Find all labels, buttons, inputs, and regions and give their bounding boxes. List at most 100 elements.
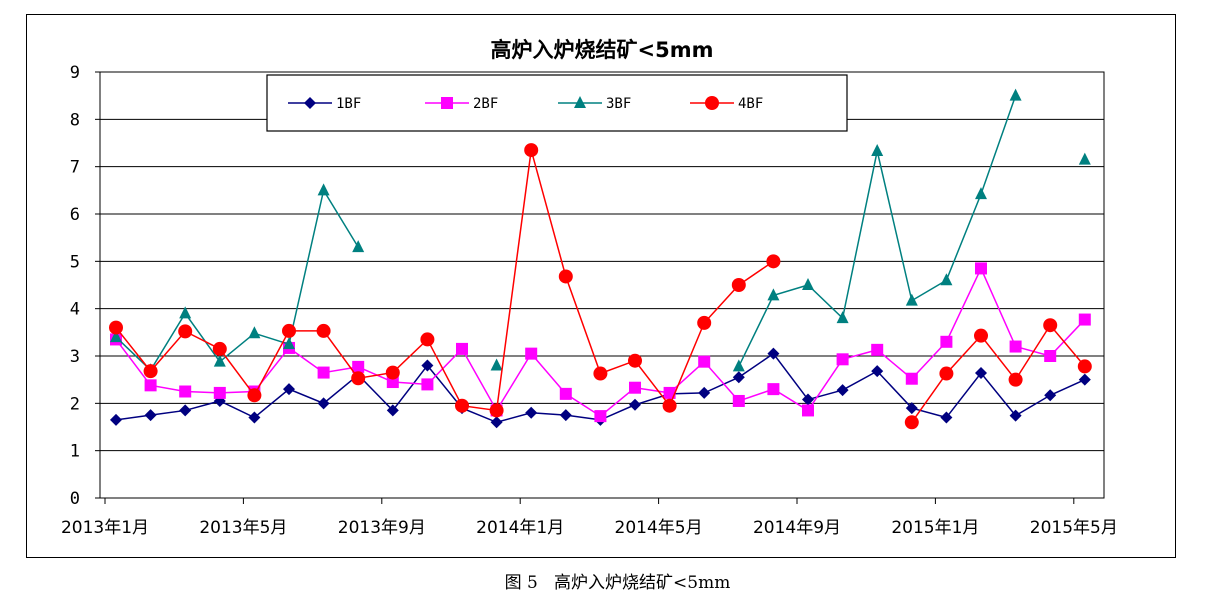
data-point-4BF	[282, 323, 296, 338]
data-point-2BF	[663, 386, 676, 399]
data-point-2BF	[421, 378, 434, 391]
data-point-4BF	[1008, 372, 1023, 387]
legend-entry-1BF: 1BF	[288, 96, 361, 112]
data-point-1BF	[698, 386, 711, 399]
data-point-1BF	[975, 367, 987, 380]
data-point-2BF	[1078, 313, 1091, 326]
data-point-2BF	[940, 335, 953, 348]
data-point-1BF	[317, 397, 330, 410]
data-point-2BF	[975, 262, 987, 275]
data-point-4BF	[593, 366, 608, 381]
data-point-2BF	[871, 343, 884, 356]
data-point-1BF	[248, 411, 261, 424]
y-tick-label: 7	[70, 158, 80, 178]
data-point-1BF	[490, 416, 503, 429]
data-point-1BF	[144, 409, 157, 422]
series-line-4BF	[911, 323, 1086, 423]
data-point-4BF	[143, 364, 158, 379]
data-point-4BF	[316, 323, 331, 338]
data-point-2BF	[144, 379, 157, 392]
data-point-4BF	[1043, 318, 1058, 333]
data-point-2BF	[213, 386, 226, 399]
x-tick-label: 2015年1月	[891, 518, 979, 538]
data-point-4BF	[524, 143, 539, 158]
y-tick-label: 8	[70, 110, 80, 130]
data-point-4BF	[628, 353, 642, 368]
y-tick-label: 3	[70, 347, 80, 367]
data-point-1BF	[1078, 373, 1091, 386]
data-point-3BF	[248, 326, 261, 339]
data-point-2BF	[525, 347, 538, 360]
data-point-3BF	[1009, 88, 1022, 101]
data-point-4BF	[212, 341, 227, 356]
data-point-4BF	[1077, 359, 1092, 374]
plot-area	[99, 71, 1105, 499]
data-point-2BF	[802, 404, 814, 417]
y-tick-label: 6	[70, 205, 80, 225]
legend-entry-2BF: 2BF	[425, 96, 498, 112]
x-tick-label: 2013年1月	[61, 518, 149, 538]
data-point-3BF	[179, 306, 192, 319]
data-point-1BF	[179, 404, 192, 417]
x-tick-label: 2014年1月	[476, 518, 564, 538]
data-point-2BF	[1044, 350, 1057, 362]
series-line-3BF	[115, 188, 359, 372]
data-point-3BF	[767, 288, 780, 301]
x-tick-label: 2015年5月	[1030, 518, 1118, 538]
legend-box	[266, 74, 848, 132]
data-point-2BF	[179, 385, 192, 398]
data-point-1BF	[802, 393, 814, 406]
y-tick-label: 5	[70, 252, 80, 272]
data-point-1BF	[421, 359, 434, 372]
data-point-1BF	[110, 413, 122, 426]
data-point-4BF	[662, 398, 677, 413]
data-point-2BF	[559, 387, 572, 400]
legend-label: 4BF	[738, 96, 763, 112]
data-point-2BF	[836, 353, 849, 366]
data-point-1BF	[732, 371, 745, 384]
data-point-3BF	[871, 144, 884, 157]
legend-label: 2BF	[473, 96, 498, 112]
data-point-3BF	[490, 358, 503, 371]
chart-frame: 0 1 2 3 4 5 6 7 8 9 2013年1月 2013年5月 2013年9月 2014年1月 20…	[26, 14, 1176, 558]
series-line-2BF	[115, 266, 1086, 418]
data-point-2BF	[732, 394, 745, 407]
data-point-4BF	[351, 371, 366, 386]
line-chart: 0 1 2 3 4 5 6 7 8 9 2013年1月 2013年5月 2013年9月 2014年1月 20…	[61, 38, 1118, 538]
data-point-1BF	[559, 409, 572, 422]
data-point-2BF	[698, 355, 711, 368]
chart-title: 高炉入炉烧结矿<5mm	[491, 38, 714, 62]
data-point-3BF	[905, 293, 918, 306]
series-4BF	[109, 143, 1092, 430]
x-tick-label: 2013年5月	[199, 518, 287, 538]
data-point-3BF	[802, 278, 814, 290]
data-point-3BF	[283, 337, 295, 350]
figure-caption: 图 5 高炉入炉烧结矿<5mm	[504, 573, 731, 593]
data-point-2BF	[352, 360, 365, 373]
data-point-3BF	[213, 354, 226, 367]
legend-marker-1BF	[304, 97, 316, 109]
series-line-4BF	[115, 149, 774, 412]
data-point-1BF	[629, 398, 641, 411]
data-point-4BF	[247, 388, 262, 403]
data-point-2BF	[767, 383, 780, 396]
data-point-1BF	[905, 402, 918, 415]
data-point-1BF	[525, 406, 538, 419]
data-point-2BF	[594, 410, 607, 423]
data-point-3BF	[317, 183, 330, 196]
data-point-4BF	[109, 320, 123, 335]
data-point-1BF	[1009, 409, 1022, 422]
data-point-3BF	[110, 330, 122, 343]
data-point-2BF	[629, 381, 641, 394]
x-tick-label: 2014年5月	[615, 518, 703, 538]
legend-marker-4BF	[705, 96, 719, 110]
legend-label: 3BF	[606, 96, 631, 112]
data-point-1BF	[386, 404, 399, 417]
y-tick-label: 0	[70, 489, 80, 509]
data-point-1BF	[871, 365, 884, 378]
data-point-2BF	[1009, 340, 1022, 353]
data-point-1BF	[836, 384, 849, 397]
data-point-4BF	[697, 315, 712, 330]
y-tick-label: 9	[70, 63, 80, 83]
data-point-3BF	[975, 187, 987, 200]
